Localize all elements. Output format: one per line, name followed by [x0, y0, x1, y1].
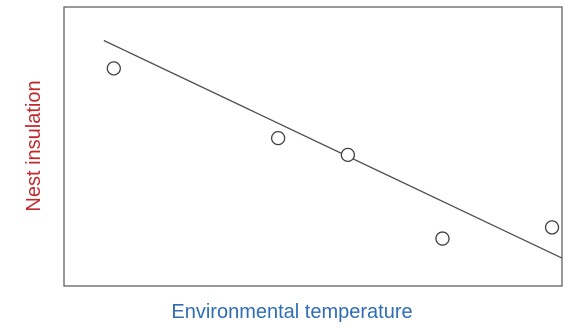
data-point — [106, 61, 121, 76]
y-axis-label: Nest insulation — [23, 80, 45, 211]
data-point — [544, 220, 560, 235]
plot-frame — [63, 6, 563, 287]
x-axis-label: Environmental temperature — [171, 301, 412, 323]
trendline-layer — [103, 39, 563, 259]
data-point — [340, 147, 356, 163]
trendline — [103, 39, 563, 259]
points-layer — [106, 61, 560, 246]
data-point — [435, 231, 450, 246]
data-point — [270, 130, 286, 146]
